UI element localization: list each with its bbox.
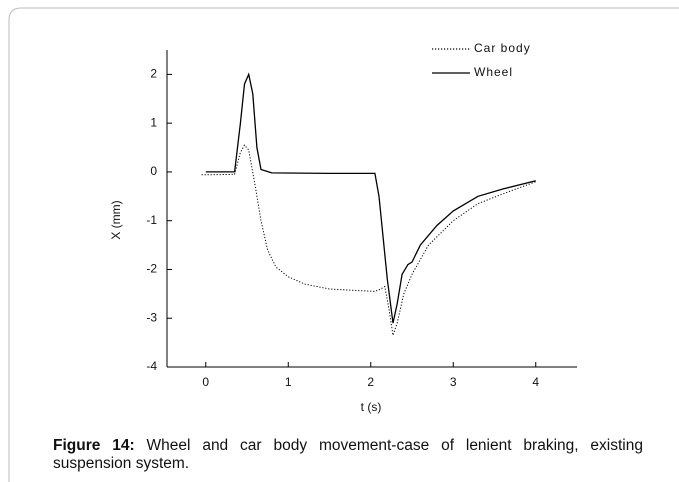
y-tick-label: -3 [146,310,157,324]
caption-text: Wheel and car body movement-case of leni… [53,437,643,472]
y-tick-label: -1 [146,213,157,227]
caption: Figure 14: Wheel and car body movement-c… [53,437,643,473]
series-line [205,72,536,324]
y-axis-label: X (mm) [109,200,123,239]
legend-label: Wheel [474,65,513,79]
y-tick-label: 0 [150,164,157,178]
series-line [201,144,536,336]
y-tick-label: 2 [150,67,157,81]
x-tick-label: 4 [532,375,539,389]
frame [8,7,679,482]
x-tick-label: 3 [450,375,457,389]
x-tick-label: 2 [367,375,374,389]
y-tick-label: -2 [146,262,157,276]
y-tick-label: 1 [150,115,157,129]
x-axis-label: t (s) [361,400,382,414]
x-tick-label: 1 [285,375,292,389]
x-tick-label: 0 [202,375,209,389]
caption-box: Figure 14: Wheel and car body movement-c… [53,437,643,473]
y-tick-label: -4 [146,359,157,373]
legend-label: Car body [474,41,531,55]
caption-label: Figure 14: [53,437,135,454]
